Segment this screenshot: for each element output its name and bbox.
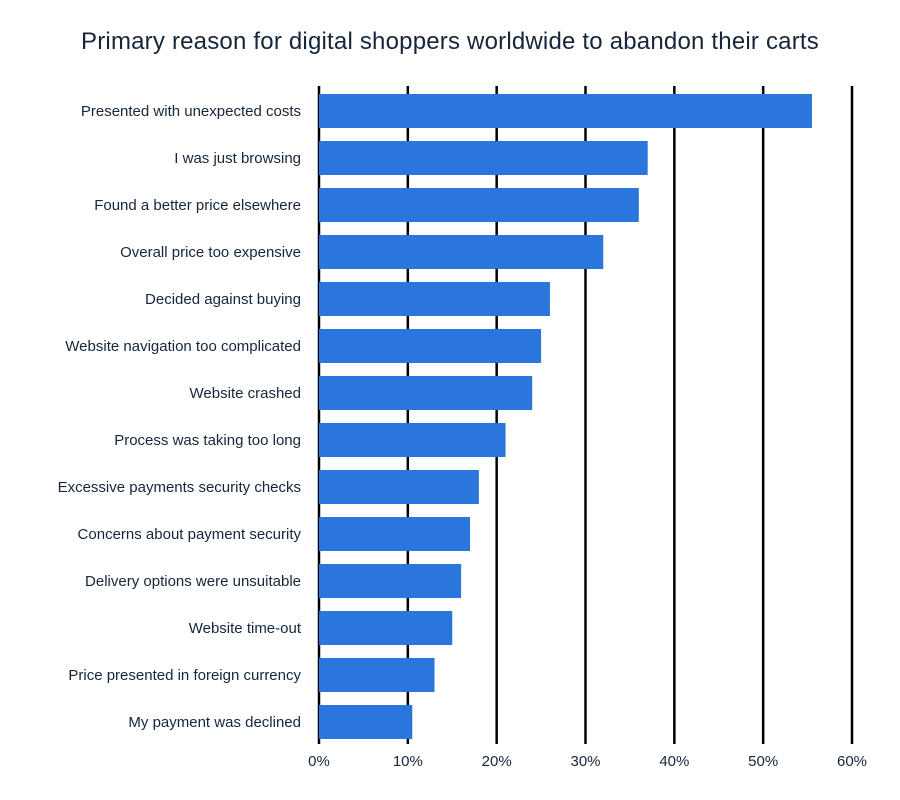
category-label: Website time-out: [189, 620, 302, 637]
bar: [319, 564, 462, 598]
bar: [319, 705, 413, 739]
bars: [319, 94, 813, 739]
category-label: Decided against buying: [145, 291, 301, 308]
bar: [319, 470, 479, 504]
x-tick-label: 10%: [393, 753, 423, 770]
x-tick-label: 60%: [837, 753, 867, 770]
category-label: Price presented in foreign currency: [68, 667, 301, 684]
category-labels: Presented with unexpected costs I was jus…: [58, 103, 302, 731]
x-tick-label: 30%: [570, 753, 600, 770]
x-tick-label: 0%: [308, 753, 330, 770]
category-label: My payment was declined: [128, 714, 301, 731]
x-tick-label: 40%: [659, 753, 689, 770]
category-label: Found a better price elsewhere: [94, 197, 301, 214]
category-label: Website crashed: [190, 385, 301, 402]
category-label: I was just browsing: [174, 150, 301, 167]
category-label: Concerns about payment security: [78, 526, 302, 543]
x-tick-labels: 0% 10% 20% 30% 40% 50% 60%: [308, 753, 867, 770]
bar: [319, 282, 550, 316]
category-label: Overall price too expensive: [120, 244, 301, 261]
gridlines: [317, 86, 854, 744]
category-label: Process was taking too long: [114, 432, 301, 449]
category-label: Delivery options were unsuitable: [85, 573, 301, 590]
bar: [319, 94, 813, 128]
bar: [319, 658, 435, 692]
bar: [319, 376, 533, 410]
bar: [319, 329, 542, 363]
category-label: Presented with unexpected costs: [81, 103, 301, 120]
category-label: Website navigation too complicated: [65, 338, 301, 355]
x-tick-label: 20%: [482, 753, 512, 770]
bar: [319, 517, 471, 551]
x-tick-label: 50%: [748, 753, 778, 770]
bar: [319, 141, 648, 175]
bar: [319, 611, 453, 645]
bar: [319, 188, 639, 222]
bar: [319, 235, 604, 269]
bar: [319, 423, 506, 457]
chart-title: Primary reason for digital shoppers worl…: [81, 28, 819, 55]
category-label: Excessive payments security checks: [58, 479, 301, 496]
